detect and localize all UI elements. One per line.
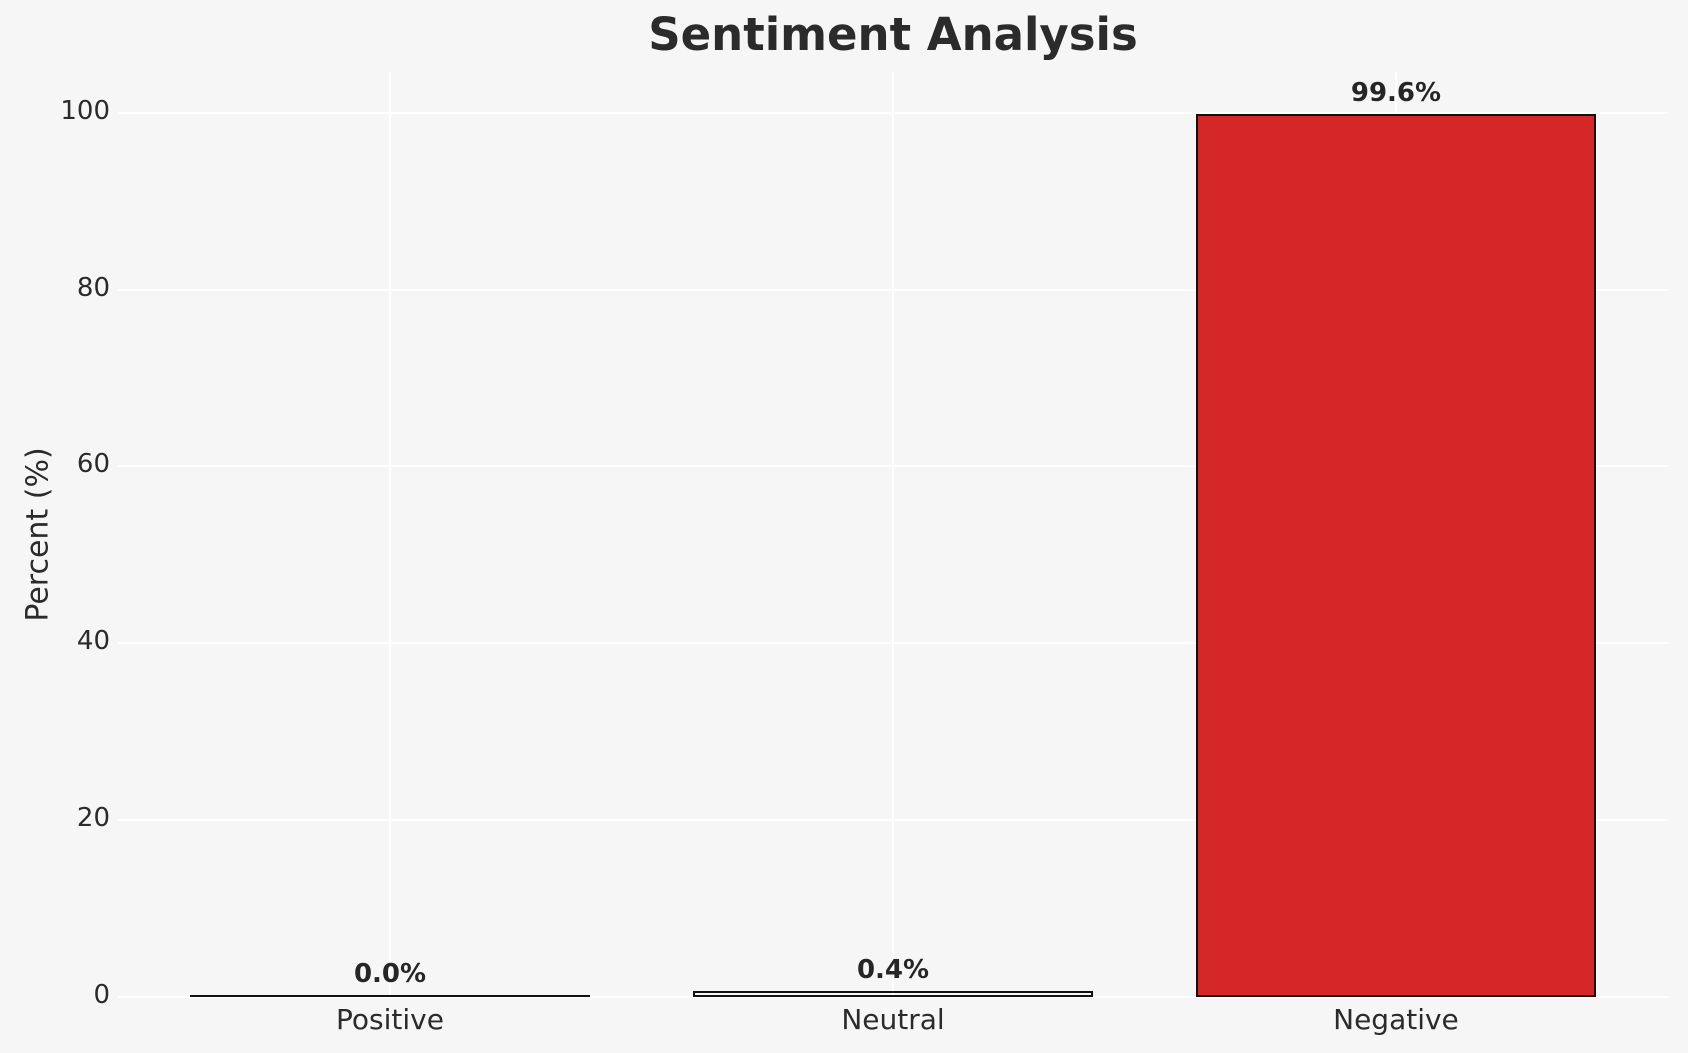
- x-tick-label-negative: Negative: [1333, 1003, 1459, 1036]
- x-tick-label-neutral: Neutral: [841, 1003, 945, 1036]
- y-tick-label-60: 60: [76, 449, 110, 480]
- y-tick-label-100: 100: [60, 95, 110, 126]
- y-tick-label-40: 40: [76, 626, 110, 657]
- bar-negative: [1195, 114, 1596, 997]
- bar-value-label-neutral: 0.4%: [856, 955, 930, 986]
- bar-value-label-negative: 99.6%: [1350, 78, 1442, 109]
- y-tick-label-80: 80: [76, 272, 110, 303]
- y-tick-label-20: 20: [76, 803, 110, 834]
- gridline-y-0: [118, 996, 1668, 998]
- chart-title: Sentiment Analysis: [648, 8, 1138, 61]
- y-tick-label-0: 0: [93, 980, 110, 1010]
- bar-positive: [190, 995, 591, 997]
- bar-neutral: [693, 991, 1093, 997]
- gridline-x-neutral: [892, 72, 894, 997]
- bar-value-label-positive: 0.0%: [353, 959, 427, 989]
- plot-area: 0.0% 0.4% 99.6%: [118, 72, 1668, 998]
- x-tick-label-positive: Positive: [336, 1003, 444, 1036]
- gridline-x-positive: [389, 72, 392, 997]
